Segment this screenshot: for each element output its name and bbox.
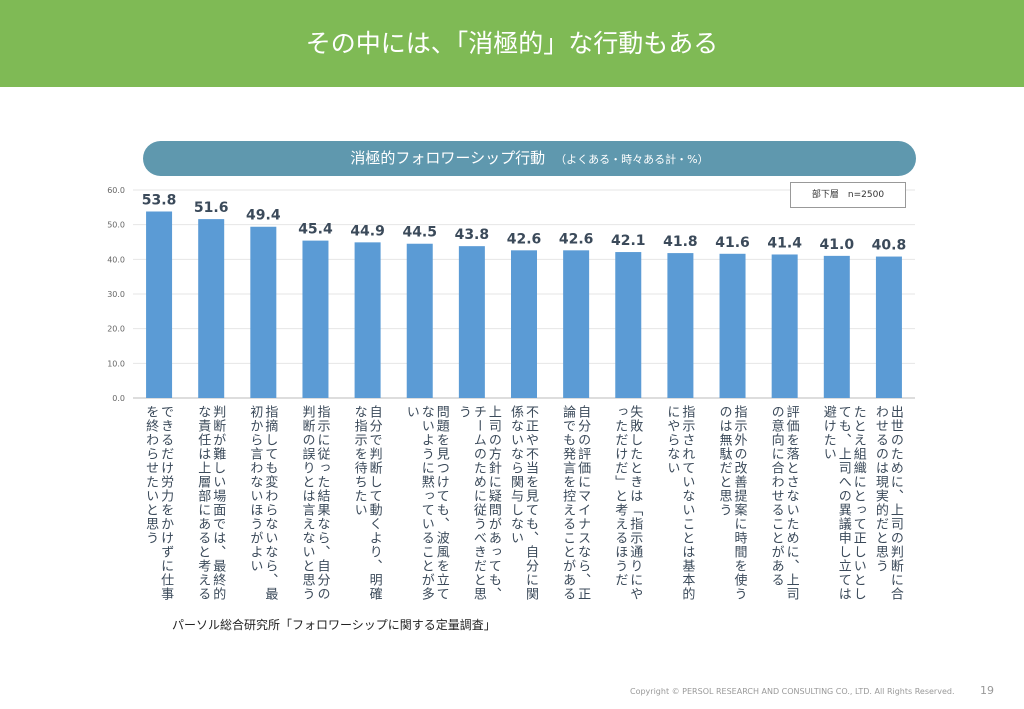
y-tick-label: 60.0 bbox=[107, 186, 125, 195]
source-note: パーソル総合研究所「フォロワーシップに関する定量調査」 bbox=[172, 618, 496, 632]
y-tick-label: 0.0 bbox=[112, 394, 125, 403]
data-label: 41.6 bbox=[715, 235, 750, 251]
y-tick-label: 50.0 bbox=[107, 221, 125, 230]
category-label: 指摘しても変わらないなら、最初から言わないほうがよい bbox=[247, 405, 278, 601]
y-tick-label: 10.0 bbox=[107, 359, 125, 368]
data-label: 45.4 bbox=[298, 222, 333, 238]
data-label: 42.1 bbox=[611, 233, 646, 249]
chart-title: 消極的フォロワーシップ行動 bbox=[350, 149, 546, 167]
sample-size-note: 部下層 n=2500 bbox=[790, 182, 906, 208]
bar bbox=[823, 255, 850, 398]
category-label: 失敗したときは「指示通りにやっただけだ」と考えるほうだ bbox=[612, 405, 643, 601]
data-label: 41.0 bbox=[820, 237, 855, 253]
bar bbox=[354, 242, 381, 398]
category-label: 指示に従った結果なら、自分の判断の誤りとは言えないと思う bbox=[299, 405, 330, 601]
category-label: 自分の評価にマイナスなら、正論でも発言を控えることがある bbox=[560, 405, 591, 601]
bar bbox=[458, 246, 485, 398]
bar bbox=[771, 254, 798, 398]
category-label: 出世のために、上司の判断に合わせるのは現実的だと思う bbox=[872, 405, 903, 601]
category-label: 指示外の改善提案に時間を使うのは無駄だと思う bbox=[716, 405, 747, 601]
copyright: Copyright © PERSOL RESEARCH AND CONSULTI… bbox=[630, 687, 955, 696]
data-label: 42.6 bbox=[507, 231, 542, 247]
y-tick-label: 40.0 bbox=[107, 255, 125, 264]
data-label: 41.8 bbox=[663, 234, 698, 250]
y-tick-label: 30.0 bbox=[107, 290, 125, 299]
data-label: 51.6 bbox=[194, 200, 229, 216]
bar bbox=[406, 243, 433, 398]
category-label: 判断が難しい場面では、最終的な責任は上層部にあると考える bbox=[195, 405, 226, 601]
bar bbox=[719, 253, 746, 398]
y-tick-label: 20.0 bbox=[107, 325, 125, 334]
bar bbox=[250, 226, 277, 398]
category-label: 問題を見つけても、波風を立てないように黙っていることが多い bbox=[403, 405, 449, 601]
chart-title-banner: 消極的フォロワーシップ行動 （よくある・時々ある計・%） bbox=[143, 141, 916, 176]
bar bbox=[146, 211, 173, 398]
category-label: たとえ組織にとって正しいとしても、上司への異議申し立ては避けたい bbox=[820, 405, 866, 601]
bar bbox=[667, 253, 694, 398]
category-label: できるだけ労力をかけずに仕事を終わらせたいと思う bbox=[143, 405, 174, 601]
data-label: 42.6 bbox=[559, 231, 594, 247]
data-label: 53.8 bbox=[142, 192, 177, 208]
data-label: 49.4 bbox=[246, 208, 281, 224]
category-label: 指示されていないことは基本的にやらない bbox=[664, 405, 695, 601]
bar bbox=[302, 240, 329, 398]
data-label: 44.9 bbox=[350, 223, 385, 239]
chart-subtitle: （よくある・時々ある計・%） bbox=[555, 153, 709, 166]
category-label: 不正や不当を見ても、自分に関係ないなら関与しない bbox=[508, 405, 538, 601]
bar bbox=[875, 256, 902, 398]
category-label: 自分で判断して動くより、明確な指示を待ちたい bbox=[351, 405, 382, 601]
slide-title: その中には、「消極的」な行動もある bbox=[0, 0, 1024, 87]
bar bbox=[511, 250, 537, 398]
bar bbox=[563, 250, 590, 398]
data-label: 40.8 bbox=[872, 238, 907, 254]
category-label: 評価を落とさないために、上司の意向に合わせることがある bbox=[768, 405, 799, 601]
bar bbox=[198, 219, 225, 398]
page-number: 19 bbox=[980, 684, 994, 697]
data-label: 43.8 bbox=[455, 227, 490, 243]
category-label: 上司の方針に疑問があっても、チームのために従うべきだと思う bbox=[455, 405, 501, 601]
data-label: 41.4 bbox=[767, 235, 802, 251]
bar bbox=[615, 252, 642, 398]
data-label: 44.5 bbox=[402, 225, 437, 241]
